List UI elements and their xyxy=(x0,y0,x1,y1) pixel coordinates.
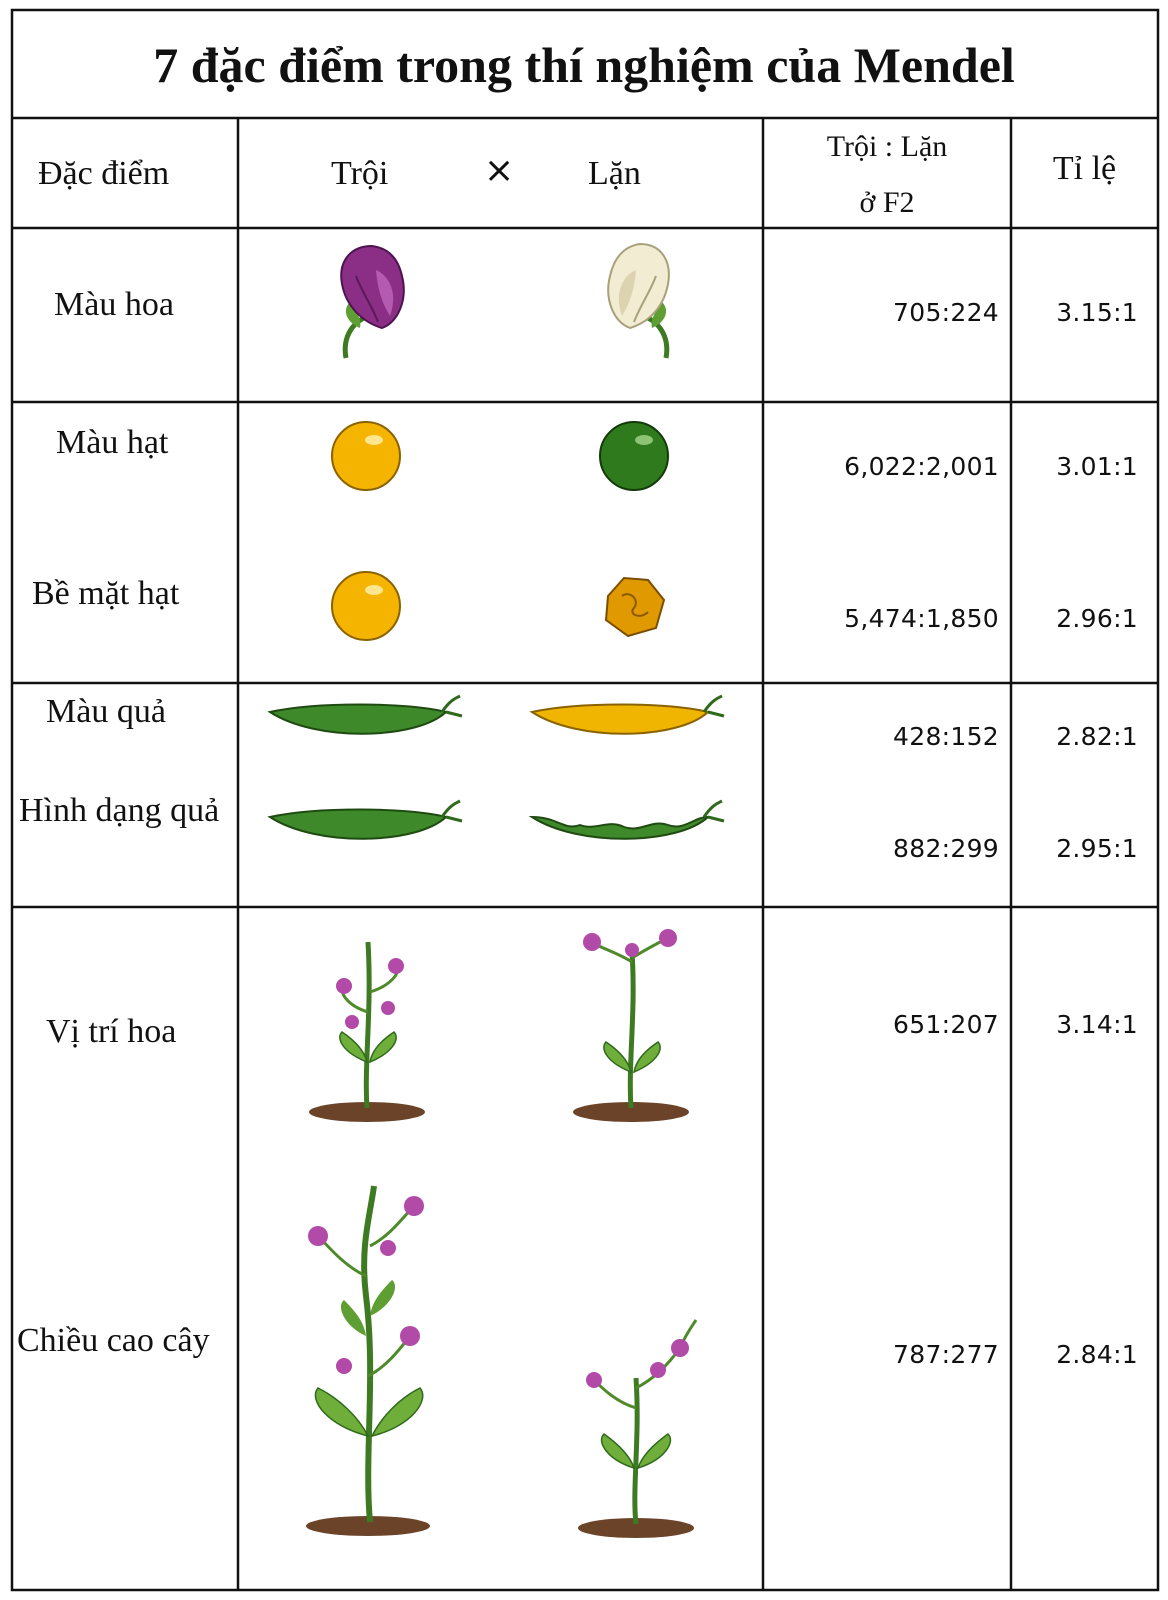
ratio-value: 3.15:1 xyxy=(1056,298,1138,327)
wrinkled-seed-icon xyxy=(604,576,666,638)
table-title: 7 đặc điểm trong thí nghiệm của Mendel xyxy=(153,37,1015,93)
trait-label: Màu quả xyxy=(46,693,166,730)
f2-count: 882:299 xyxy=(893,834,999,863)
header-cross: × xyxy=(484,150,515,191)
round-seed-icon xyxy=(331,571,401,641)
terminal-flower-plant-icon xyxy=(573,929,689,1122)
header-f2-line1: Trội : Lặn xyxy=(826,130,948,163)
trait-label: Bề mặt hạt xyxy=(32,575,180,612)
tall-plant-icon xyxy=(306,1185,430,1536)
white-flower-icon xyxy=(607,242,670,359)
trait-label: Vị trí hoa xyxy=(46,1013,177,1050)
f2-count: 428:152 xyxy=(893,722,999,751)
ratio-value: 2.84:1 xyxy=(1056,1340,1138,1369)
header-ratio: Tỉ lệ xyxy=(1052,150,1117,187)
trait-label: Màu hạt xyxy=(56,424,169,461)
f2-count: 787:277 xyxy=(893,1340,999,1369)
header-f2-line2: ở F2 xyxy=(859,186,915,219)
yellow-seed-icon xyxy=(331,421,401,491)
axial-flower-plant-icon xyxy=(309,941,425,1122)
ratio-value: 2.95:1 xyxy=(1056,834,1138,863)
f2-count: 5,474:1,850 xyxy=(844,604,999,633)
trait-label: Hình dạng quả xyxy=(19,792,220,829)
header-dominant: Trội xyxy=(331,155,389,192)
trait-label: Màu hoa xyxy=(54,286,174,323)
trait-label: Chiều cao cây xyxy=(17,1322,210,1359)
green-pod-icon xyxy=(267,694,463,735)
ratio-value: 3.14:1 xyxy=(1056,1010,1138,1039)
constricted-pod-icon xyxy=(528,799,725,840)
short-plant-icon xyxy=(578,1319,698,1538)
inflated-pod-icon xyxy=(267,799,463,840)
green-seed-icon xyxy=(599,421,669,491)
f2-count: 651:207 xyxy=(893,1010,999,1039)
ratio-value: 3.01:1 xyxy=(1056,452,1138,481)
header-recessive: Lặn xyxy=(588,155,641,192)
f2-count: 705:224 xyxy=(893,298,999,327)
ratio-value: 2.82:1 xyxy=(1056,722,1138,751)
yellow-pod-icon xyxy=(529,694,725,735)
ratio-value: 2.96:1 xyxy=(1056,604,1138,633)
purple-flower-icon xyxy=(340,244,405,359)
header-trait: Đặc điểm xyxy=(38,155,170,192)
f2-count: 6,022:2,001 xyxy=(844,452,999,481)
